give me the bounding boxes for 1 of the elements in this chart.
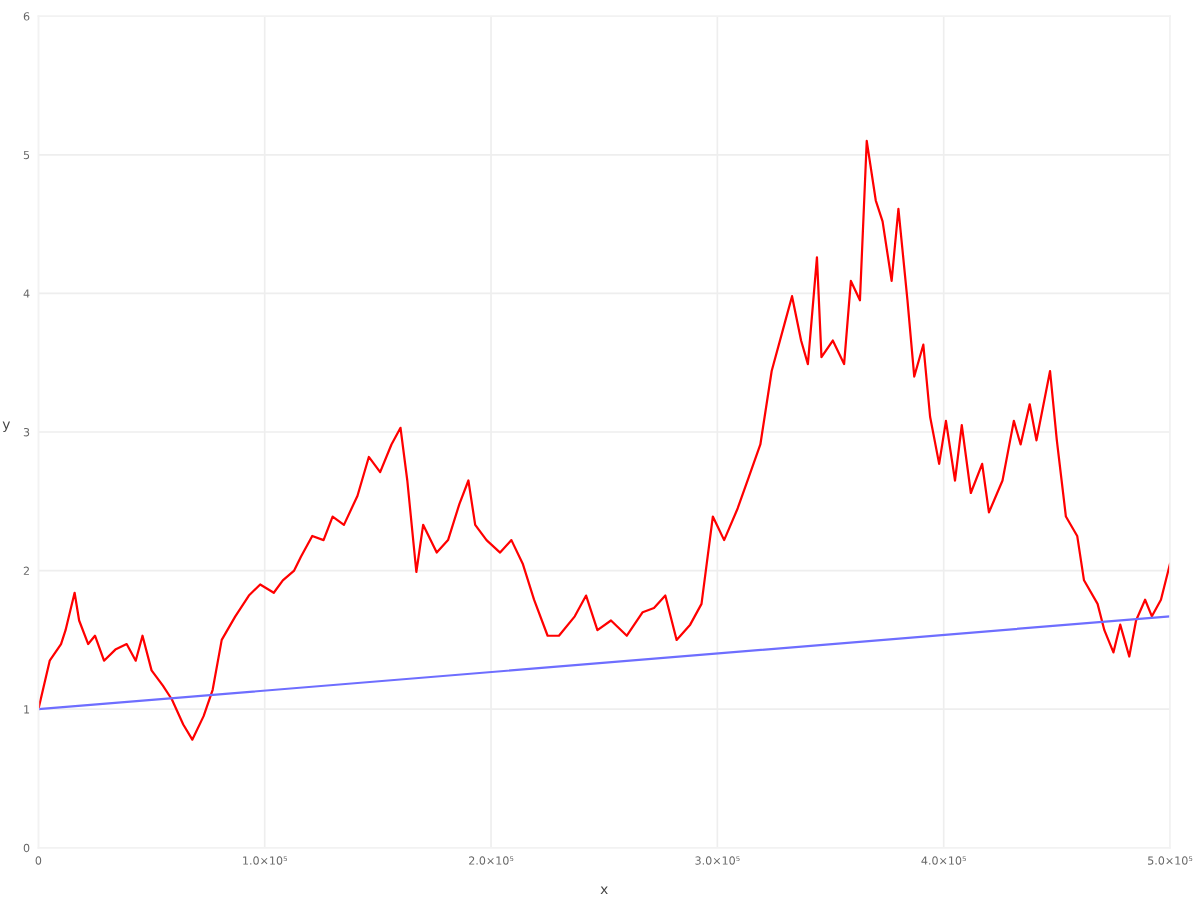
- line-series: [38, 139, 1170, 741]
